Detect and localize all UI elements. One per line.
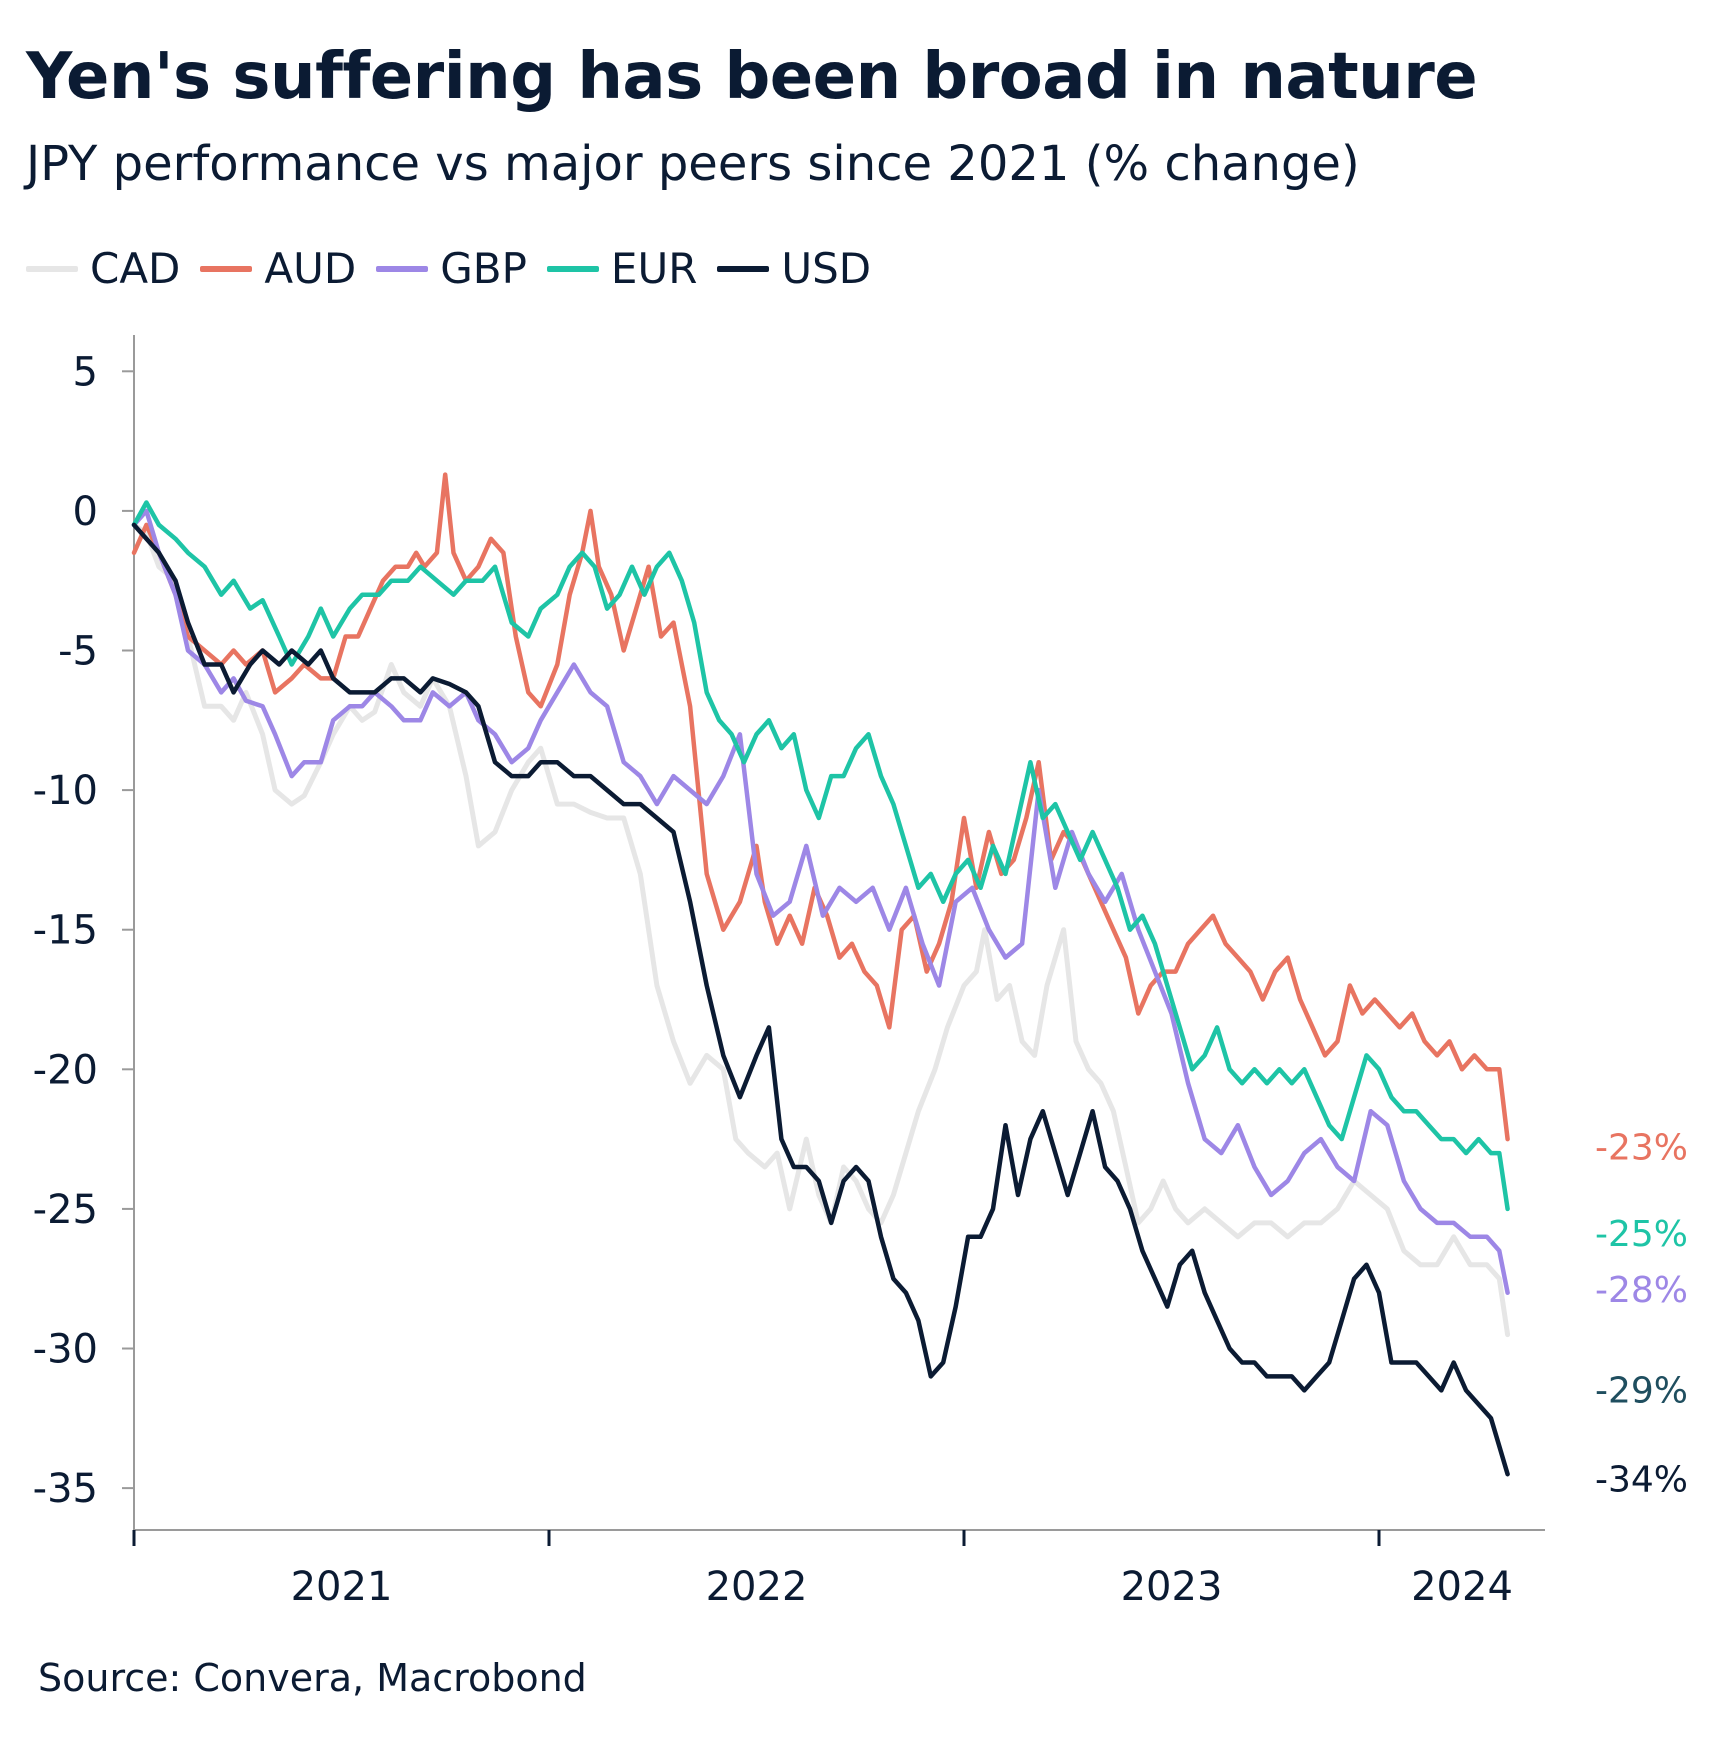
legend-item-aud: AUD xyxy=(200,244,356,293)
end-label-eur: -25% xyxy=(1595,1214,1688,1255)
y-tick-label: -5 xyxy=(58,629,98,675)
end-label-gbp: -28% xyxy=(1595,1270,1688,1311)
legend-label-cad: CAD xyxy=(90,244,181,293)
legend-item-usd: USD xyxy=(717,244,871,293)
legend-item-cad: CAD xyxy=(26,244,180,293)
y-tick-label: 0 xyxy=(73,489,98,535)
legend-swatch-cad xyxy=(26,265,78,272)
end-label-usd: -34% xyxy=(1595,1460,1688,1501)
legend-swatch-eur xyxy=(546,265,599,272)
y-tick-label: -10 xyxy=(33,768,98,814)
series-line-usd xyxy=(131,522,1510,1477)
x-tick-label: 2022 xyxy=(706,1564,808,1610)
chart-subtitle: JPY performance vs major peers since 202… xyxy=(26,136,1360,192)
series-line-gbp xyxy=(131,508,1510,1295)
legend-swatch-gbp xyxy=(376,265,429,272)
chart-title: Yen's suffering has been broad in nature xyxy=(26,40,1478,114)
y-tick-label: -25 xyxy=(33,1187,98,1233)
x-tick-label: 2024 xyxy=(1411,1564,1513,1610)
x-tick-label: 2023 xyxy=(1121,1564,1223,1610)
end-label-aud: -23% xyxy=(1595,1127,1688,1168)
y-tick-label: -35 xyxy=(33,1466,98,1512)
legend-label-usd: USD xyxy=(781,244,872,293)
chart-legend: CAD AUD GBP EUR USD xyxy=(26,244,871,293)
legend-item-gbp: GBP xyxy=(376,244,527,293)
legend-label-aud: AUD xyxy=(264,244,357,293)
legend-swatch-usd xyxy=(717,265,770,272)
y-tick-label: -15 xyxy=(33,908,98,954)
y-tick-label: 5 xyxy=(73,349,98,395)
series-line-eur xyxy=(131,500,1510,1212)
series-line-cad xyxy=(131,522,1511,1338)
source-note: Source: Convera, Macrobond xyxy=(38,1656,587,1700)
series-line-aud xyxy=(131,472,1510,1142)
legend-swatch-aud xyxy=(200,265,253,272)
legend-label-gbp: GBP xyxy=(440,244,527,293)
x-tick-label: 2021 xyxy=(291,1564,393,1610)
y-tick-label: -30 xyxy=(33,1327,98,1373)
legend-item-eur: EUR xyxy=(546,244,698,293)
y-tick-label: -20 xyxy=(33,1047,98,1093)
legend-label-eur: EUR xyxy=(610,244,698,293)
end-label-cad: -29% xyxy=(1595,1370,1688,1411)
